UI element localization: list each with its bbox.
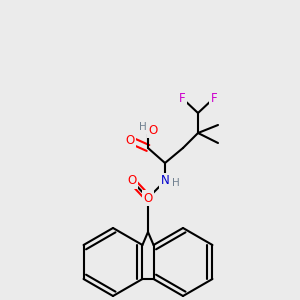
Text: N: N	[160, 175, 169, 188]
Text: O: O	[148, 124, 158, 136]
Text: O: O	[125, 134, 135, 146]
Text: H: H	[172, 178, 180, 188]
Text: O: O	[128, 175, 136, 188]
Text: H: H	[139, 122, 147, 132]
Text: F: F	[179, 92, 185, 104]
Text: F: F	[211, 92, 217, 104]
Text: O: O	[143, 191, 153, 205]
